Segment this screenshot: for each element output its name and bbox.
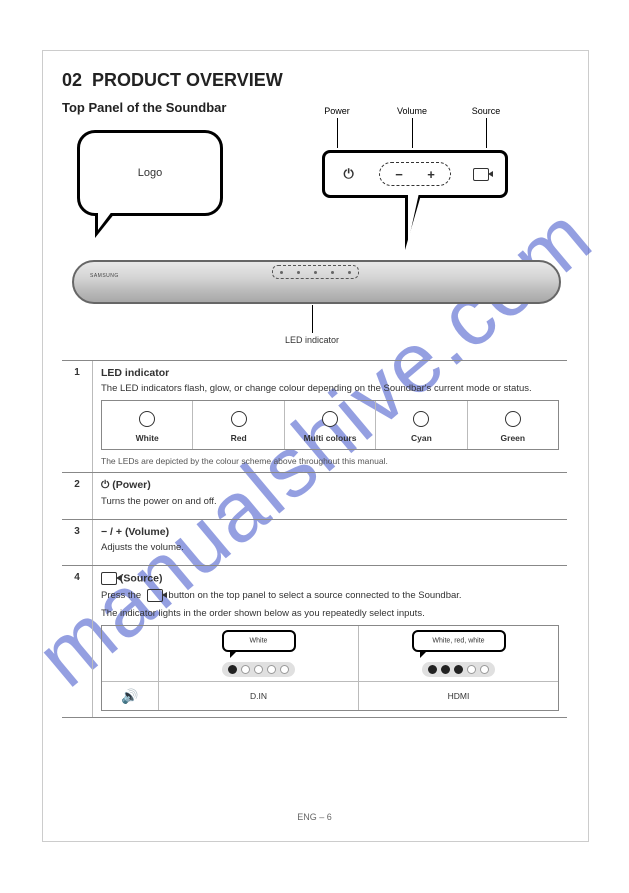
soundbar-logo-mark: SAMSUNG (90, 273, 119, 279)
panel-label-power: Power (312, 106, 362, 116)
row-description: The LED indicators flash, glow, or chang… (101, 383, 559, 394)
led-strip (422, 662, 495, 677)
src-header-icon (102, 626, 159, 681)
callout-line-volume (412, 118, 413, 148)
row-number: 2 (62, 473, 93, 519)
table-row: 3 − / + (Volume) Adjusts the volume. (62, 520, 567, 566)
led-box-multi: Multi colours (285, 401, 376, 449)
section-header: 02 PRODUCT OVERVIEW (62, 70, 283, 91)
row-description: Turns the power on and off. (101, 496, 559, 507)
subsection-title: Top Panel of the Soundbar (62, 100, 226, 115)
speaker-icon: 🔊 (121, 688, 138, 705)
description-table: 1 LED indicator The LED indicators flash… (62, 360, 567, 718)
led-box-white: White (102, 401, 193, 449)
led-callout-label: LED indicator (262, 335, 362, 345)
src-source-name: HDMI (359, 682, 558, 710)
row-number: 4 (62, 566, 93, 717)
src-cell: White (159, 626, 359, 681)
led-color-label: White (106, 433, 188, 443)
source-indicator-table: White White, red, white (101, 625, 559, 711)
row-desc-prefix: Press the (101, 590, 141, 601)
row-description: Press the button on the top panel to sel… (101, 589, 559, 602)
row-desc-suffix: button on the top panel to select a sour… (168, 590, 461, 601)
mini-callout-label: White, red, white (414, 638, 504, 645)
src-speaker-icon-cell: 🔊 (102, 682, 159, 710)
row-title: ⏻ (Power) (101, 479, 559, 492)
callout-line-source (486, 118, 487, 148)
mini-callout-label: White (224, 638, 294, 645)
mini-callout: White, red, white (412, 630, 506, 652)
power-icon: ⏻ (340, 165, 358, 183)
page-footer: ENG – 6 (42, 812, 587, 822)
row-title: LED indicator (101, 367, 559, 379)
soundbar-diagram: Logo Power Volume Source ⏻ − + SAMSUNG (72, 130, 557, 330)
logo-callout: Logo (77, 130, 223, 216)
section-title: PRODUCT OVERVIEW (92, 70, 283, 90)
table-row: 1 LED indicator The LED indicators flash… (62, 361, 567, 473)
table-row: 4 (Source) Press the button on the top p… (62, 566, 567, 718)
page-content: 02 PRODUCT OVERVIEW Top Panel of the Sou… (42, 50, 587, 840)
callout-line-power (337, 118, 338, 148)
led-strip (222, 662, 295, 677)
row-title-text: (Volume) (125, 526, 169, 538)
led-color-label: Cyan (380, 433, 462, 443)
source-icon (472, 165, 490, 183)
led-color-label: Green (472, 433, 554, 443)
vol-up-icon: + (422, 165, 440, 183)
row-title: − / + (Volume) (101, 526, 559, 538)
row-description: Adjusts the volume. (101, 542, 559, 553)
logo-callout-label: Logo (80, 167, 220, 179)
soundbar-led-dots (272, 265, 359, 279)
row-title-text: (Source) (120, 572, 163, 584)
led-box-red: Red (193, 401, 284, 449)
panel-label-source: Source (461, 106, 511, 116)
section-number: 02 (62, 70, 82, 90)
volume-buttons-group: − + (379, 162, 451, 186)
vol-down-icon: − (390, 165, 408, 183)
led-callout-line (312, 305, 313, 333)
row-description-2: The indicator lights in the order shown … (101, 608, 559, 619)
src-source-name: D.IN (159, 682, 359, 710)
led-box-cyan: Cyan (376, 401, 467, 449)
row-number: 3 (62, 520, 93, 565)
source-icon-inline (101, 572, 117, 585)
row-footnote: The LEDs are depicted by the colour sche… (101, 456, 559, 466)
source-icon-inline (147, 589, 163, 602)
row-title: (Source) (101, 572, 559, 585)
led-color-boxes: White Red Multi colours Cyan (101, 400, 559, 450)
mini-callout: White (222, 630, 296, 652)
panel-callout: ⏻ − + (322, 150, 508, 198)
row-number: 1 (62, 361, 93, 472)
src-cell: White, red, white (359, 626, 558, 681)
table-row: 2 ⏻ (Power) Turns the power on and off. (62, 473, 567, 520)
panel-label-volume: Volume (387, 106, 437, 116)
led-color-label: Multi colours (289, 433, 371, 443)
led-box-green: Green (468, 401, 558, 449)
row-title-text: (Power) (112, 479, 151, 491)
led-color-label: Red (197, 433, 279, 443)
